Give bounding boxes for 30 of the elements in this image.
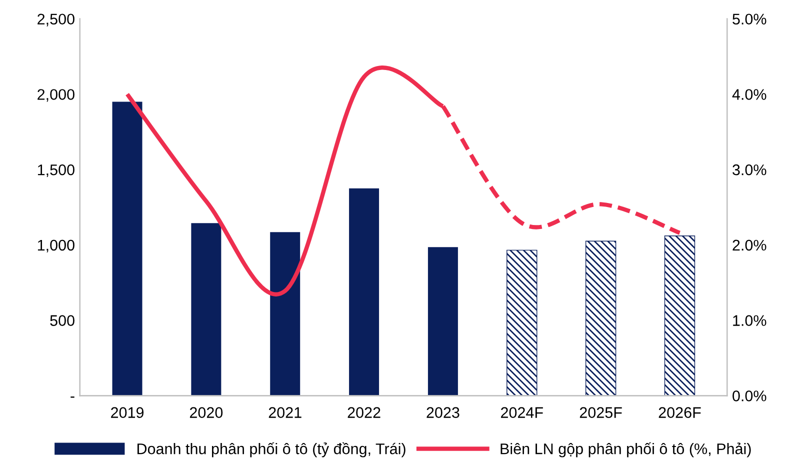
x-tick-label: 2022 bbox=[348, 407, 380, 418]
bar bbox=[664, 236, 696, 396]
y-tick-label: 2,000 bbox=[38, 89, 74, 102]
x-tick-label: 2025F bbox=[580, 407, 622, 418]
y2-tick-label: 0.0% bbox=[732, 390, 766, 402]
legend-label: Biên LN gộp phân phối ô tô (%, Phải) bbox=[500, 442, 751, 458]
y-tick-label: 500 bbox=[50, 315, 74, 326]
y-tick-label: - bbox=[70, 396, 74, 398]
bar bbox=[112, 102, 142, 396]
bar bbox=[191, 223, 222, 396]
bar bbox=[428, 247, 458, 396]
bar bbox=[349, 188, 380, 396]
y2-tick-label: 3.0% bbox=[732, 164, 766, 176]
y2-tick-label: 5.0% bbox=[732, 14, 766, 25]
y-tick-label: 1,500 bbox=[38, 164, 74, 178]
x-tick-label: 2020 bbox=[190, 407, 223, 418]
bar bbox=[270, 232, 300, 396]
y-tick-label: 1,000 bbox=[38, 240, 74, 252]
y2-tick-label: 1.0% bbox=[733, 315, 766, 326]
legend-label: Doanh thu phân phối ô tô (tỷ đồng, Trái) bbox=[137, 442, 406, 458]
x-tick-label: 2026F bbox=[658, 407, 701, 418]
x-tick-label: 2019 bbox=[111, 407, 144, 418]
x-tick-label: 2024F bbox=[500, 407, 543, 418]
bar bbox=[506, 250, 538, 396]
y-tick-label: 2,500 bbox=[38, 14, 74, 26]
y2-tick-label: 4.0% bbox=[732, 89, 766, 100]
x-tick-label: 2021 bbox=[268, 407, 302, 418]
y2-tick-label: 2.0% bbox=[732, 240, 766, 251]
x-tick-label: 2023 bbox=[426, 407, 460, 418]
bar bbox=[585, 240, 616, 396]
